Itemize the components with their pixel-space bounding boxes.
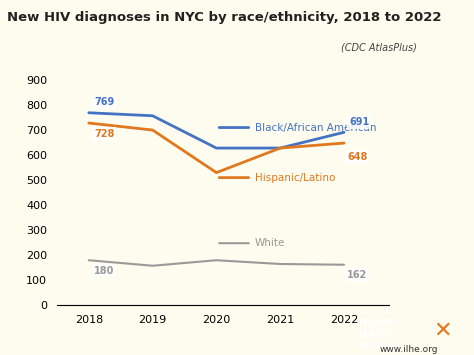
- Text: 162: 162: [347, 270, 367, 280]
- Text: 648: 648: [347, 152, 367, 162]
- Text: White: White: [255, 238, 285, 248]
- Text: 769: 769: [94, 97, 114, 107]
- Text: 180: 180: [94, 266, 114, 276]
- Text: NETWORK: NETWORK: [358, 342, 402, 351]
- Text: New HIV diagnoses in NYC by race/ethnicity, 2018 to 2022: New HIV diagnoses in NYC by race/ethnici…: [7, 11, 442, 24]
- Text: Black/African American: Black/African American: [255, 122, 376, 132]
- Text: www.ilhe.org: www.ilhe.org: [379, 345, 438, 354]
- Text: HISPANIC: HISPANIC: [358, 319, 399, 328]
- Text: ✕: ✕: [433, 321, 452, 341]
- Text: 728: 728: [94, 129, 114, 138]
- Text: HEALTH: HEALTH: [358, 330, 391, 339]
- Text: 691: 691: [349, 117, 369, 127]
- Text: Hispanic/Latino: Hispanic/Latino: [255, 173, 335, 182]
- Text: (CDC AtlasPlus): (CDC AtlasPlus): [341, 43, 417, 53]
